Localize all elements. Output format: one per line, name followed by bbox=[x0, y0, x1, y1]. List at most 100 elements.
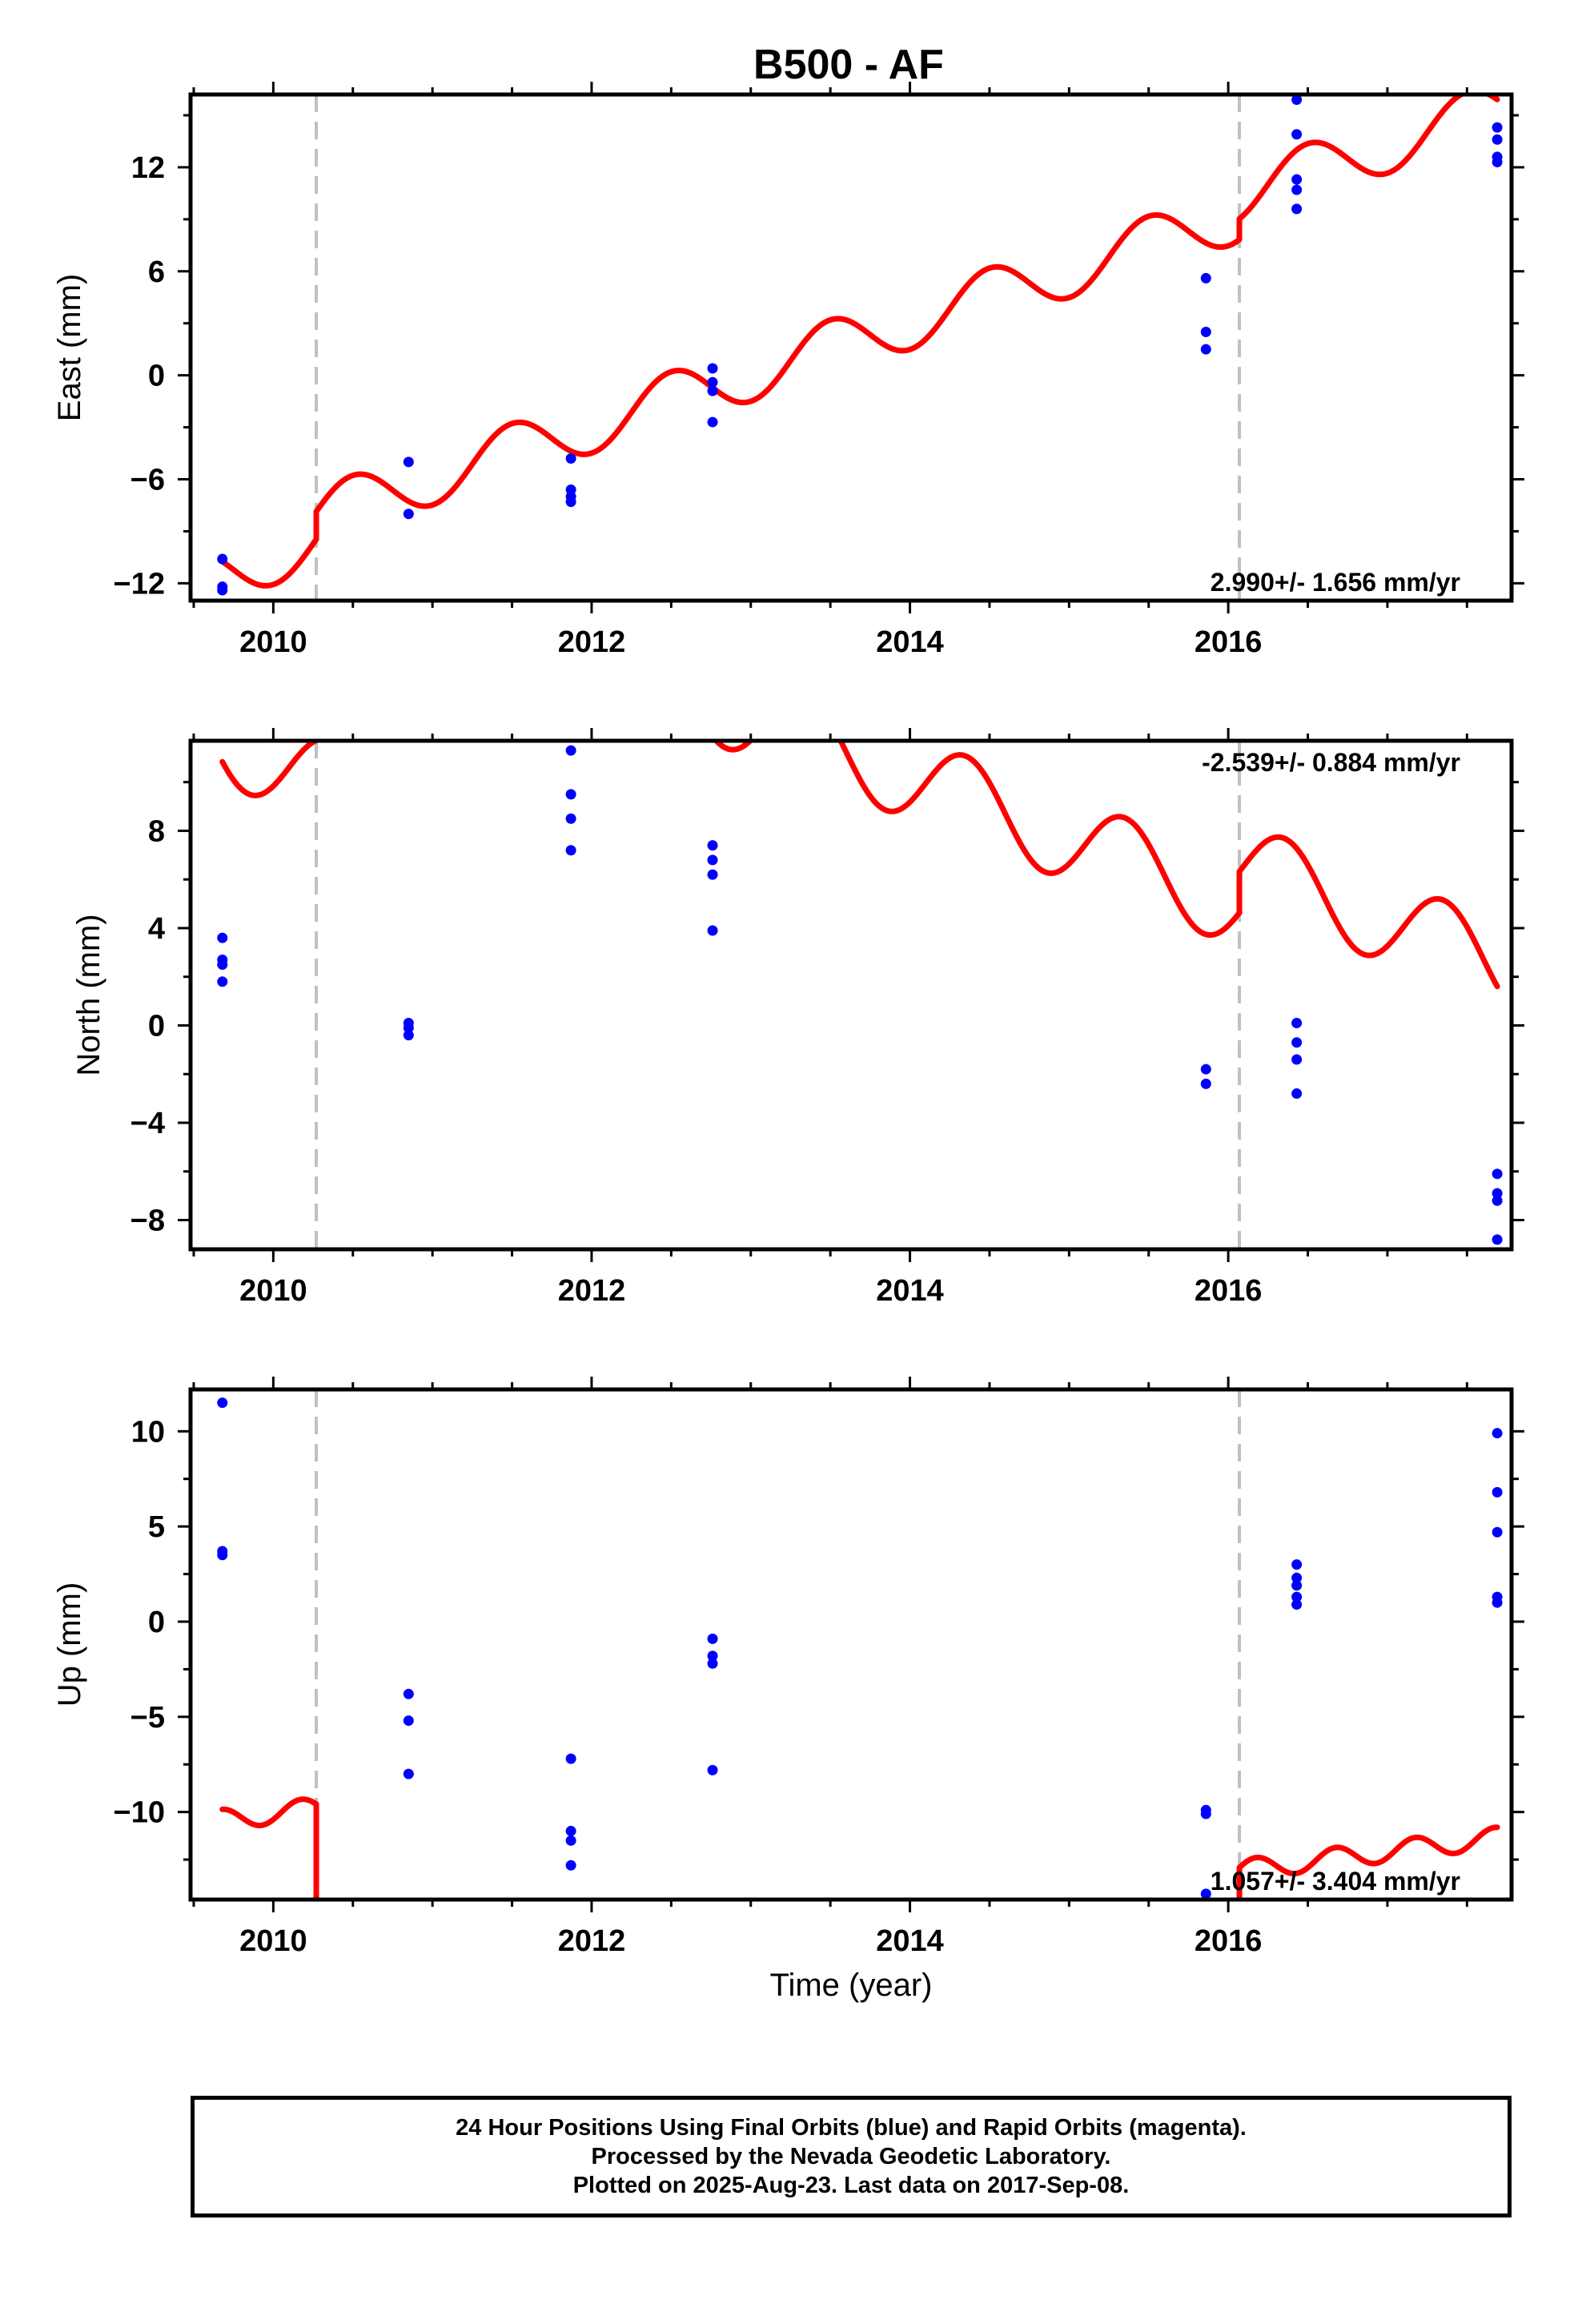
data-point-up-12 bbox=[707, 1658, 718, 1669]
y-tick-label-north-4: 8 bbox=[148, 814, 165, 848]
data-point-up-3 bbox=[403, 1688, 414, 1699]
x-tick-label-up-1: 2012 bbox=[558, 1924, 626, 1958]
footer-box: 24 Hour Positions Using Final Orbits (bl… bbox=[191, 2096, 1512, 2217]
x-tick-label-up-0: 2010 bbox=[239, 1924, 307, 1958]
data-point-east-22 bbox=[1492, 134, 1503, 145]
data-point-up-13 bbox=[707, 1764, 718, 1775]
data-point-east-20 bbox=[1291, 203, 1303, 215]
data-point-up-19 bbox=[1291, 1580, 1303, 1591]
data-point-north-10 bbox=[565, 845, 576, 856]
data-point-up-23 bbox=[1492, 1486, 1503, 1498]
rate-label-north: -2.539+/- 0.884 mm/yr bbox=[1202, 748, 1460, 777]
x-tick-label-up-3: 2016 bbox=[1195, 1924, 1263, 1958]
data-point-east-0 bbox=[217, 553, 228, 565]
y-tick-label-up-0: −10 bbox=[114, 1796, 165, 1830]
footer-line-2: Processed by the Nevada Geodetic Laborat… bbox=[591, 2144, 1111, 2169]
plot-frame-east bbox=[188, 92, 1514, 603]
data-point-north-16 bbox=[1200, 1078, 1211, 1089]
x-tick-label-east-2: 2014 bbox=[876, 625, 944, 659]
data-point-north-11 bbox=[707, 840, 718, 851]
data-point-north-14 bbox=[707, 925, 718, 936]
data-point-up-9 bbox=[565, 1860, 576, 1871]
panel-north: 2010 2012 2014 2016 −8 −4 0 4 8 North (mm) -2.539+… bbox=[71, 728, 1524, 1308]
y-tick-label-east-1: −6 bbox=[130, 463, 165, 497]
x-axis-label: Time (year) bbox=[770, 1968, 933, 2003]
data-point-east-12 bbox=[707, 416, 718, 428]
data-point-north-21 bbox=[1492, 1168, 1503, 1180]
panel-up: 2010 2012 2014 2016 −10 −5 0 5 10 Up (mm) 1.057+/-… bbox=[52, 1377, 1524, 1958]
data-point-north-12 bbox=[707, 854, 718, 866]
data-point-north-24 bbox=[1492, 1234, 1503, 1245]
chart-title: B500 - AF bbox=[753, 42, 944, 88]
data-point-up-8 bbox=[565, 1835, 576, 1846]
data-point-north-9 bbox=[565, 813, 576, 824]
y-tick-label-east-3: 6 bbox=[148, 255, 165, 289]
data-point-north-15 bbox=[1200, 1063, 1211, 1075]
data-point-north-17 bbox=[1291, 1017, 1303, 1028]
data-point-east-4 bbox=[403, 509, 414, 520]
data-point-up-22 bbox=[1492, 1428, 1503, 1439]
data-point-up-26 bbox=[1492, 1597, 1503, 1608]
data-point-east-21 bbox=[1492, 122, 1503, 133]
data-point-north-13 bbox=[707, 869, 718, 880]
data-point-up-5 bbox=[403, 1768, 414, 1779]
y-tick-label-east-4: 12 bbox=[131, 151, 165, 185]
x-tick-label-north-2: 2014 bbox=[876, 1274, 944, 1308]
data-point-up-7 bbox=[565, 1825, 576, 1836]
model-curve-east bbox=[219, 94, 1500, 589]
data-point-up-15 bbox=[1200, 1808, 1211, 1819]
data-point-east-9 bbox=[707, 363, 718, 374]
data-point-east-17 bbox=[1291, 129, 1303, 140]
footer-line-3: Plotted on 2025-Aug-23. Last data on 201… bbox=[572, 2173, 1130, 2198]
data-point-up-4 bbox=[403, 1715, 414, 1727]
data-point-up-20 bbox=[1291, 1591, 1303, 1602]
data-point-up-16 bbox=[1200, 1888, 1211, 1900]
y-tick-label-up-3: 5 bbox=[148, 1510, 165, 1544]
data-point-east-16 bbox=[1291, 94, 1303, 105]
data-point-up-6 bbox=[565, 1753, 576, 1764]
y-tick-label-north-0: −8 bbox=[130, 1204, 165, 1238]
data-point-up-2 bbox=[217, 1550, 228, 1561]
panels: 2010 2012 2014 2016 −12 −6 0 6 12 East (mm) 2.990+… bbox=[52, 82, 1524, 2003]
data-point-up-24 bbox=[1492, 1526, 1503, 1538]
data-point-north-5 bbox=[403, 1023, 414, 1034]
data-point-north-18 bbox=[1291, 1037, 1303, 1048]
data-point-north-0 bbox=[217, 932, 228, 943]
rate-label-up: 1.057+/- 3.404 mm/yr bbox=[1211, 1867, 1460, 1896]
data-point-north-23 bbox=[1492, 1195, 1503, 1206]
data-point-up-18 bbox=[1291, 1572, 1303, 1583]
data-point-east-19 bbox=[1291, 184, 1303, 195]
data-point-north-19 bbox=[1291, 1054, 1303, 1065]
rate-label-east: 2.990+/- 1.656 mm/yr bbox=[1211, 568, 1460, 597]
data-point-north-22 bbox=[1492, 1188, 1503, 1199]
x-tick-label-east-3: 2016 bbox=[1195, 625, 1263, 659]
plot-frame-up bbox=[188, 1387, 1514, 1902]
y-tick-label-north-1: −4 bbox=[130, 1107, 165, 1140]
data-point-east-2 bbox=[217, 585, 228, 596]
y-tick-label-up-4: 10 bbox=[131, 1415, 165, 1449]
x-tick-label-east-0: 2010 bbox=[239, 625, 307, 659]
data-point-east-24 bbox=[1492, 156, 1503, 167]
data-point-up-0 bbox=[217, 1397, 228, 1409]
data-point-north-20 bbox=[1291, 1088, 1303, 1100]
panel-east: 2010 2012 2014 2016 −12 −6 0 6 12 East (mm) 2.990+… bbox=[52, 82, 1524, 659]
data-point-up-10 bbox=[707, 1633, 718, 1644]
data-point-east-15 bbox=[1200, 344, 1211, 355]
y-tick-label-east-2: 0 bbox=[148, 360, 165, 393]
y-tick-label-up-2: 0 bbox=[148, 1606, 165, 1639]
data-point-north-2 bbox=[217, 959, 228, 971]
x-tick-label-north-3: 2016 bbox=[1195, 1274, 1263, 1308]
y-tick-label-north-2: 0 bbox=[148, 1009, 165, 1043]
data-point-north-8 bbox=[565, 789, 576, 800]
data-point-north-3 bbox=[217, 976, 228, 987]
model-curve-up bbox=[219, 1796, 1500, 1900]
x-tick-label-north-1: 2012 bbox=[558, 1274, 626, 1308]
data-point-up-21 bbox=[1291, 1599, 1303, 1610]
data-point-up-11 bbox=[707, 1651, 718, 1662]
footer-line-1: 24 Hour Positions Using Final Orbits (bl… bbox=[456, 2115, 1247, 2141]
x-tick-label-north-0: 2010 bbox=[239, 1274, 307, 1308]
data-point-east-18 bbox=[1291, 174, 1303, 185]
y-tick-label-east-0: −12 bbox=[114, 567, 165, 601]
x-tick-label-up-2: 2014 bbox=[876, 1924, 944, 1958]
data-point-east-11 bbox=[707, 385, 718, 396]
